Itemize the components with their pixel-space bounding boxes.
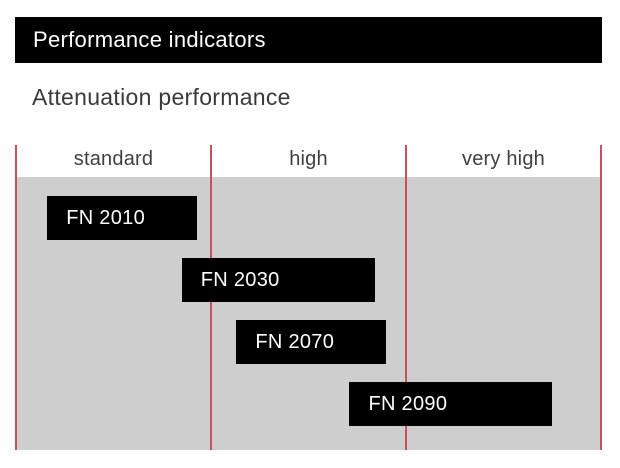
- header-bar: Performance indicators: [15, 17, 602, 63]
- column-label: very high: [462, 147, 545, 170]
- page-title: Performance indicators: [33, 27, 266, 52]
- grid-line: [405, 145, 407, 450]
- column-label: high: [289, 147, 328, 170]
- column-label: standard: [73, 147, 154, 170]
- range-bar: FN 2090: [349, 382, 553, 426]
- bar-label: FN 2090: [368, 392, 448, 415]
- range-bar: FN 2030: [181, 258, 375, 302]
- chart-title: Attenuation performance: [32, 84, 291, 110]
- bar-label: FN 2070: [255, 330, 335, 353]
- range-bar: FN 2010: [47, 196, 198, 240]
- range-bar: FN 2070: [236, 320, 387, 364]
- bar-label: FN 2010: [66, 206, 145, 229]
- bar-label: FN 2030: [200, 268, 280, 291]
- grid-line: [600, 145, 602, 450]
- grid-line: [15, 145, 17, 450]
